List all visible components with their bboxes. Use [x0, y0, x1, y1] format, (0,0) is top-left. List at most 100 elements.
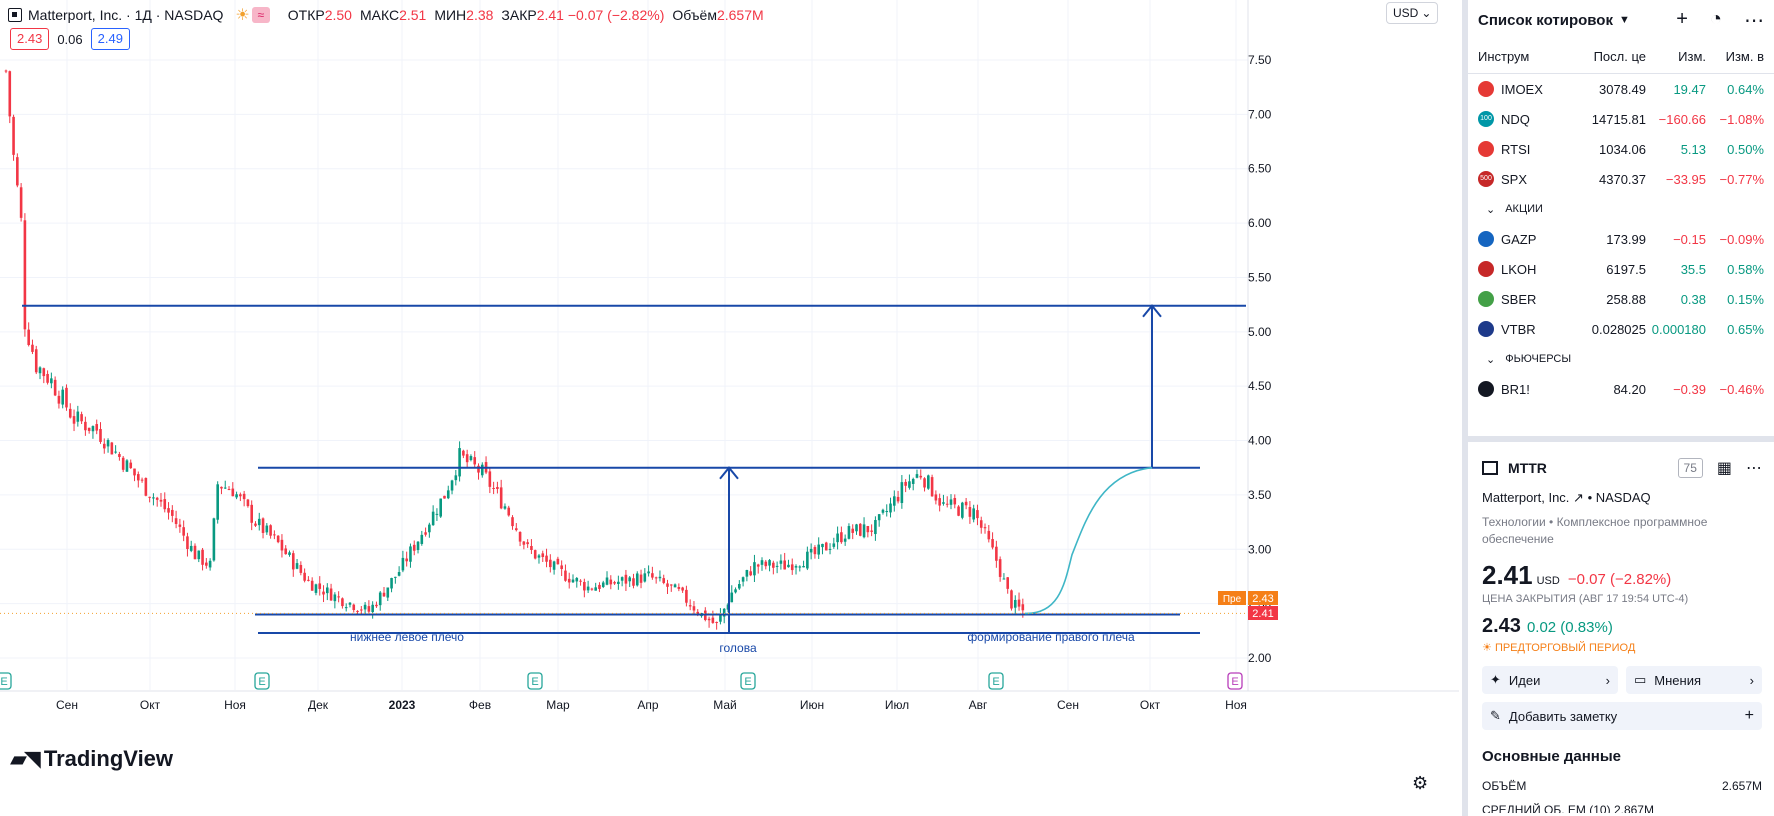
chart-area[interactable]: 7.50 7.00 6.50 6.00 5.50 5.00 4.50 4.00 3.50 3.00… [0, 0, 1459, 816]
candle-body [4, 70, 8, 72]
candle-body [68, 408, 72, 418]
candle-body [102, 443, 106, 449]
external-link-icon[interactable]: ↗ [1573, 490, 1584, 505]
col-change[interactable]: Изм. [1678, 49, 1706, 64]
candle-body [439, 498, 442, 517]
watchlist-row-ndq[interactable]: 100 NDQ 14715.81 −160.66 −1.08% [1468, 104, 1774, 134]
candle-body [760, 560, 764, 565]
pie-chart-icon[interactable]: ◔ [1709, 7, 1722, 30]
avg-volume-row: СРЕДНИЙ ОБ. ЕМ (10) 2.867M [1482, 803, 1762, 813]
pre-label-text: Пре [1223, 594, 1242, 605]
watchlist-row-gazp[interactable]: GAZP 173.99 −0.15 −0.09% [1468, 224, 1774, 254]
candle-body [72, 416, 76, 424]
watchlist-section[interactable]: ⌄ АКЦИИ [1468, 194, 1774, 224]
chevron-right-icon: › [1605, 672, 1610, 688]
candle-body [651, 573, 654, 578]
candle-body [61, 389, 64, 405]
tradingview-logo[interactable]: ▰◥ TradingView [10, 746, 173, 772]
candle-body [99, 428, 102, 442]
row-last: 4370.37 [1599, 171, 1646, 187]
row-last: 14715.81 [1591, 111, 1646, 127]
last-price-text: 2.41 [1252, 608, 1273, 620]
bid-button[interactable]: 2.43 [10, 28, 50, 50]
candle-body [586, 586, 590, 591]
row-change: −160.66 [1658, 111, 1706, 127]
add-symbol-icon[interactable]: + [1676, 7, 1688, 30]
rating-badge[interactable]: 75 [1677, 458, 1703, 478]
candle-body [711, 617, 715, 623]
candle-body [420, 534, 424, 544]
candle-body [628, 577, 631, 582]
target-projection-arrow-head [1142, 304, 1162, 318]
candle-body [19, 187, 23, 218]
candle-body [212, 518, 216, 561]
candle-body [862, 524, 866, 538]
ideas-button[interactable]: ✦ Идеи › [1482, 666, 1618, 694]
y-tick-label: 6.00 [1248, 216, 1272, 230]
row-symbol-text: BR1! [1501, 381, 1530, 397]
row-symbol: SBER [1478, 291, 1570, 307]
candle-body [681, 587, 684, 591]
currency-selector[interactable]: USD ⌄ [1386, 2, 1439, 24]
more-icon[interactable]: ⋯ [1746, 460, 1762, 477]
candle-body [896, 496, 900, 502]
candle-body [893, 496, 896, 506]
logo-text: TradingView [43, 746, 174, 771]
more-icon[interactable]: ⋯ [1744, 9, 1764, 32]
candle-body [673, 584, 677, 588]
session-sun-icon[interactable]: ☀ [235, 7, 250, 24]
grid-icon[interactable]: ▦ [1716, 460, 1732, 477]
row-symbol-text: VTBR [1501, 321, 1536, 337]
col-last[interactable]: Посл. це [1593, 49, 1646, 64]
x-tick-label: Авг [969, 698, 988, 712]
row-symbol: IMOEX [1478, 81, 1570, 97]
candle-body [624, 574, 628, 584]
exchange-name[interactable]: NASDAQ [1595, 490, 1651, 505]
candle-body [84, 421, 87, 431]
symbol-logo-icon [1478, 381, 1494, 397]
watchlist-section[interactable]: ⌄ ФЬЮЧЕРСЫ [1468, 344, 1774, 374]
company-name[interactable]: Matterport, Inc. [1482, 490, 1570, 505]
candle-body [189, 545, 193, 551]
ask-button[interactable]: 2.49 [90, 28, 130, 50]
chevron-down-icon[interactable]: ▼ [1618, 14, 1630, 26]
candle-body [764, 561, 768, 567]
price-chart[interactable]: 7.50 7.00 6.50 6.00 5.50 5.00 4.50 4.00 3.50 3.00… [0, 0, 1459, 816]
col-change-pct[interactable]: Изм. в [1725, 49, 1764, 64]
candle-body [515, 528, 518, 531]
section-label: АКЦИИ [1505, 203, 1543, 215]
watchlist-row-br1[interactable]: BR1! 84.20 −0.39 −0.46% [1468, 374, 1774, 404]
candle-body [159, 499, 163, 502]
details-symbol[interactable]: MTTR [1508, 460, 1547, 476]
row-symbol: GAZP [1478, 231, 1570, 247]
opinions-button[interactable]: ▭ Мнения › [1626, 666, 1762, 694]
candle-body [163, 499, 167, 510]
watchlist-row-sber[interactable]: SBER 258.88 0.38 0.15% [1468, 284, 1774, 314]
sector-text[interactable]: Технологии • Комплексное программное обе… [1482, 515, 1708, 546]
watchlist-title[interactable]: Список котировок [1478, 11, 1613, 29]
watchlist-row-lkoh[interactable]: LKOH 6197.5 35.5 0.58% [1468, 254, 1774, 284]
watchlist-row-spx[interactable]: 500 SPX 4370.37 −33.95 −0.77% [1468, 164, 1774, 194]
candle-body [620, 577, 624, 581]
candle-body [594, 587, 597, 591]
plus-icon: + [1744, 707, 1754, 724]
candle-body [1002, 578, 1006, 580]
candle-body [352, 604, 356, 611]
settings-gear-icon[interactable]: ⚙ [1412, 773, 1429, 793]
watchlist-row-imoex[interactable]: IMOEX 3078.49 19.47 0.64% [1468, 74, 1774, 104]
candle-body [817, 544, 820, 555]
row-symbol: VTBR [1478, 321, 1570, 337]
candle-body [669, 584, 673, 586]
add-note-button[interactable]: ✎ Добавить заметку + [1482, 702, 1762, 730]
row-symbol-text: GAZP [1501, 231, 1537, 247]
legend-title[interactable]: Matterport, Inc. · 1Д · NASDAQ [28, 7, 224, 23]
candle-body [851, 528, 855, 533]
candle-body [979, 520, 983, 528]
col-symbol[interactable]: Инструм [1478, 49, 1530, 64]
watchlist-row-vtbr[interactable]: VTBR 0.028025 0.000180 0.65% [1468, 314, 1774, 344]
candle-body [900, 482, 904, 504]
watchlist-row-rtsi[interactable]: RTSI 1034.06 5.13 0.50% [1468, 134, 1774, 164]
earnings-marker-icon [740, 672, 756, 690]
candle-body [469, 456, 473, 461]
approx-icon[interactable]: ≈ [251, 7, 270, 23]
